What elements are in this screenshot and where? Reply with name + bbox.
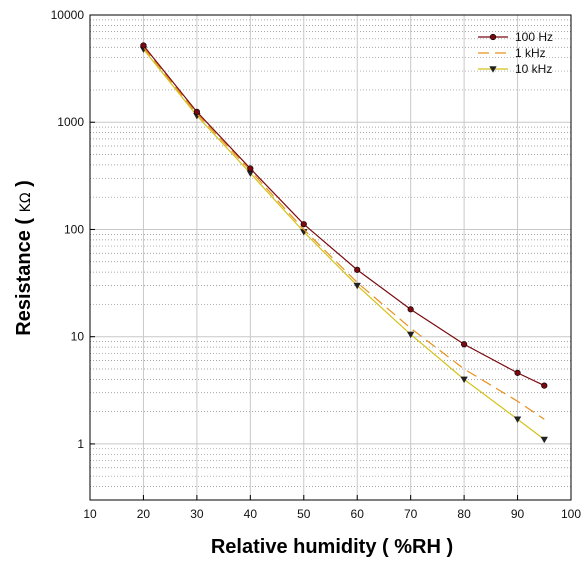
x-axis-title: Relative humidity ( %RH ) (211, 536, 453, 558)
data-point (407, 306, 414, 313)
data-point (406, 331, 415, 339)
data-point (193, 108, 200, 115)
data-point (489, 33, 497, 41)
x-tick-label: 60 (351, 507, 365, 521)
x-tick-label: 20 (137, 507, 151, 521)
x-tick-label: 80 (457, 507, 471, 521)
y-tick-label: 100 (64, 222, 84, 236)
y-axis-title-unit: KΩ (18, 192, 34, 212)
data-point (247, 165, 254, 172)
legend-label: 10 kHz (515, 62, 552, 76)
y-axis-title-end: ) (13, 180, 35, 192)
data-point (489, 66, 497, 73)
x-tick-label: 90 (511, 507, 525, 521)
series-100-hz (140, 42, 548, 389)
x-tick-label: 70 (404, 507, 418, 521)
x-tick-label: 40 (244, 507, 258, 521)
data-point (354, 266, 361, 273)
series-1-khz (142, 46, 545, 420)
axis-ticks: 1 10 100 1000 10000 10 20 30 40 50 60 70 80 90 100 (51, 8, 582, 521)
y-tick-label: 1 (77, 437, 84, 451)
data-point (300, 221, 307, 228)
y-axis-title-main: Resistance ( (13, 212, 35, 335)
plot-frame (89, 14, 572, 501)
data-point (513, 416, 522, 424)
data-point (353, 282, 361, 290)
x-tick-label: 30 (190, 507, 204, 521)
legend: 100 Hz 1 kHz 10 kHz (478, 30, 553, 76)
legend-label: 100 Hz (515, 30, 553, 44)
series-layer (139, 42, 549, 444)
data-point (514, 369, 521, 376)
data-point (460, 376, 468, 384)
data-point (140, 42, 147, 49)
y-axis-title: Resistance ( KΩ ) (13, 180, 35, 336)
data-point (541, 382, 548, 389)
x-tick-label: 10 (83, 507, 97, 521)
legend-label: 1 kHz (515, 46, 546, 60)
x-tick-label: 50 (297, 507, 311, 521)
series-line (142, 46, 545, 420)
major-grid (89, 14, 572, 500)
series-10-khz (139, 46, 549, 444)
series-line (142, 45, 545, 387)
y-tick-label: 1000 (57, 115, 84, 129)
x-tick-label: 100 (561, 507, 581, 521)
minor-grid (90, 19, 571, 501)
data-point (540, 436, 549, 444)
y-tick-label: 10 (71, 330, 85, 344)
y-tick-label: 10000 (51, 8, 85, 22)
data-point (461, 341, 468, 348)
